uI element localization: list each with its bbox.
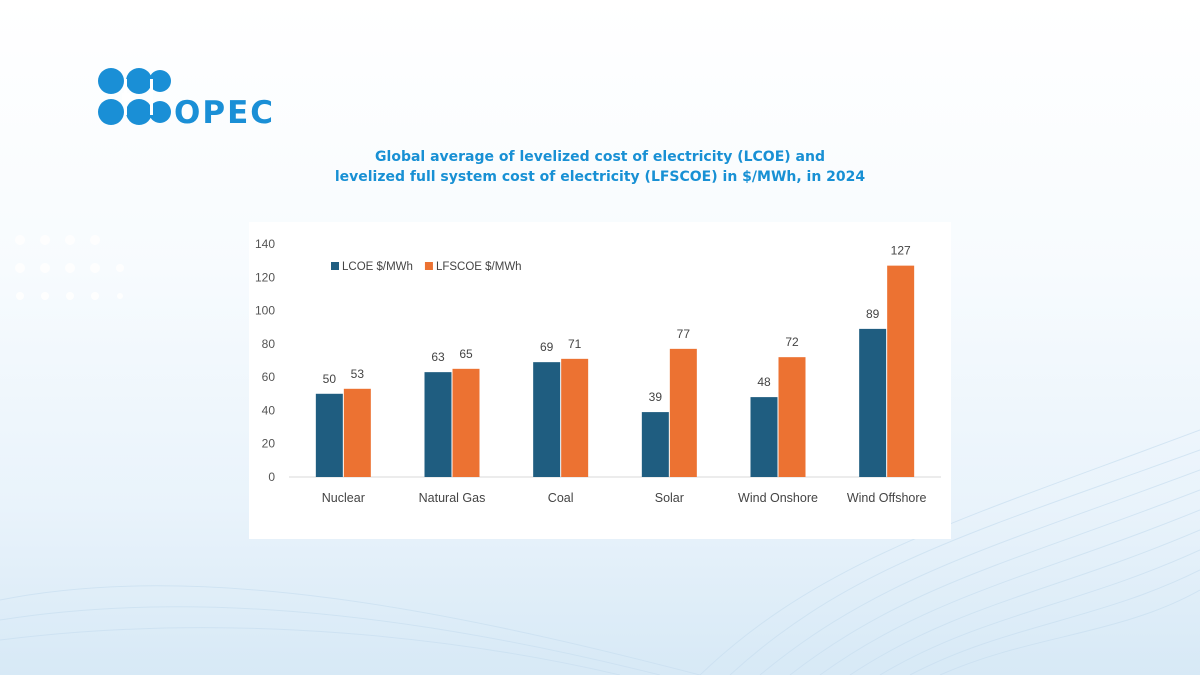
y-tick-label: 80 bbox=[262, 337, 276, 351]
data-label: 65 bbox=[459, 347, 473, 361]
x-tick-label: Wind Onshore bbox=[738, 491, 818, 505]
bar-lcoe bbox=[859, 328, 887, 477]
logo-text: OPEC bbox=[174, 95, 275, 131]
data-label: 127 bbox=[891, 244, 911, 258]
bar-lcoe bbox=[315, 393, 343, 477]
y-tick-label: 120 bbox=[255, 270, 275, 284]
chart-panel: 0 20 40 60 80 100 120 140 50 53 Nuclear 63 65 Natural… bbox=[249, 222, 951, 539]
y-tick-label: 0 bbox=[268, 470, 275, 484]
data-label: 89 bbox=[866, 307, 880, 321]
y-tick-label: 20 bbox=[262, 437, 276, 451]
x-tick-label: Natural Gas bbox=[419, 491, 486, 505]
y-tick-label: 140 bbox=[255, 237, 275, 251]
data-label: 63 bbox=[431, 350, 445, 364]
bar-lfscoe bbox=[778, 357, 806, 477]
bar-chart: 0 20 40 60 80 100 120 140 50 53 Nuclear 63 65 Natural… bbox=[255, 237, 941, 505]
chart-title: Global average of levelized cost of elec… bbox=[300, 147, 900, 187]
bar-lfscoe bbox=[452, 368, 480, 477]
bar-lcoe bbox=[641, 412, 669, 477]
data-label: 71 bbox=[568, 337, 582, 351]
data-label: 39 bbox=[649, 390, 663, 404]
legend-swatch-lfscoe bbox=[424, 262, 433, 270]
y-tick-label: 60 bbox=[262, 370, 276, 384]
data-label: 50 bbox=[323, 372, 337, 386]
bar-lcoe bbox=[533, 362, 561, 477]
data-label: 72 bbox=[785, 335, 799, 349]
data-label: 48 bbox=[757, 375, 771, 389]
bar-lfscoe bbox=[343, 388, 371, 477]
bar-lfscoe bbox=[669, 348, 697, 477]
bar-lcoe bbox=[750, 397, 778, 477]
chart-title-line-2: levelized full system cost of electricit… bbox=[334, 169, 866, 185]
data-label: 77 bbox=[677, 327, 691, 341]
chart-title-line-1: Global average of levelized cost of elec… bbox=[375, 149, 825, 165]
y-tick-label: 100 bbox=[255, 304, 275, 318]
legend-label: LFSCOE $/MWh bbox=[436, 261, 522, 273]
bar-lcoe bbox=[424, 372, 452, 477]
opec-logo-icon bbox=[98, 68, 171, 125]
data-label: 53 bbox=[351, 367, 365, 381]
bar-lfscoe bbox=[561, 358, 589, 477]
x-tick-label: Wind Offshore bbox=[847, 491, 927, 505]
data-label: 69 bbox=[540, 340, 554, 354]
x-tick-label: Nuclear bbox=[322, 491, 365, 505]
x-tick-label: Coal bbox=[548, 491, 574, 505]
x-tick-label: Solar bbox=[655, 491, 684, 505]
legend-swatch-lcoe bbox=[331, 262, 339, 270]
y-tick-label: 40 bbox=[262, 403, 276, 417]
bar-lfscoe bbox=[887, 265, 915, 477]
legend-label: LCOE $/MWh bbox=[342, 261, 413, 273]
